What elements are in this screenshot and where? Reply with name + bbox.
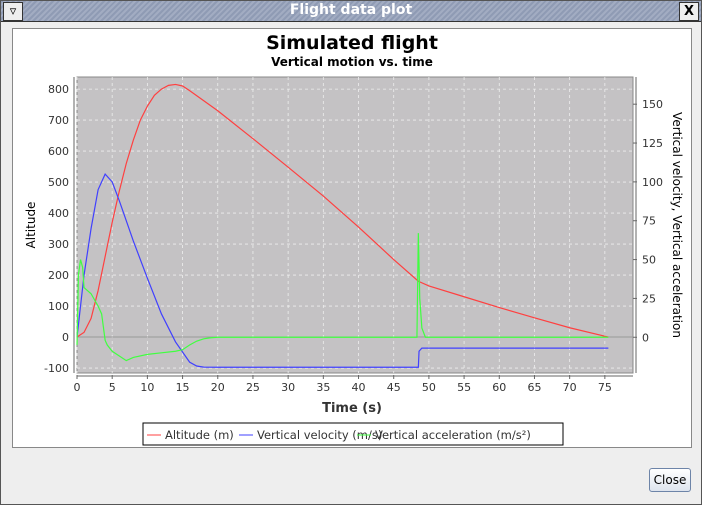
y-left-tick-label: 600 [48,145,69,158]
x-tick-label: 50 [422,381,436,394]
x-tick-label: 75 [598,381,612,394]
x-tick-label: 70 [563,381,577,394]
y-left-tick-label: 200 [48,269,69,282]
y-right-tick-label: 75 [642,215,656,228]
y-right-tick-label: 50 [642,254,656,267]
legend-label: Vertical velocity (m/s) [257,428,382,442]
y-right-tick-label: 125 [642,137,663,150]
y-right-tick-label: 25 [642,292,656,305]
y-left-tick-label: 0 [62,331,69,344]
y-left-tick-label: 800 [48,83,69,96]
close-button[interactable]: Close [649,468,691,492]
legend-label: Vertical acceleration (m/s²) [375,428,531,442]
chart-panel: Simulated flight Vertical motion vs. time… [12,28,692,448]
x-tick-label: 15 [176,381,190,394]
legend-label: Altitude (m) [165,428,234,442]
x-tick-label: 40 [352,381,366,394]
y-right-axis-label: Vertical velocity, Vertical acceleration [670,112,684,338]
x-tick-label: 25 [246,381,260,394]
y-right-tick-label: 100 [642,176,663,189]
x-tick-label: 30 [281,381,295,394]
x-tick-label: 60 [492,381,506,394]
series-line-0 [76,83,609,338]
x-tick-label: 10 [140,381,154,394]
close-icon[interactable]: X [679,2,699,21]
chart-title: Simulated flight [266,32,438,54]
legend-box [142,422,564,446]
plot-area [76,76,634,374]
window-menu-icon[interactable]: ▿ [3,2,23,21]
x-tick-label: 65 [527,381,541,394]
title-bar[interactable]: ▿ Flight data plot X [1,1,701,22]
y-left-tick-label: 400 [48,207,69,220]
x-tick-label: 20 [211,381,225,394]
y-left-tick-label: 700 [48,114,69,127]
series-line-1 [76,173,609,368]
y-left-tick-label: 300 [48,238,69,251]
y-left-tick-label: 500 [48,176,69,189]
y-right-tick-label: 150 [642,98,663,111]
x-axis-label: Time (s) [322,401,382,416]
y-left-tick-label: 100 [48,300,69,313]
window-title: Flight data plot [289,2,413,18]
chart-subtitle: Vertical motion vs. time [271,55,433,69]
x-tick-label: 55 [457,381,471,394]
x-tick-label: 45 [387,381,401,394]
series-line-2 [76,233,609,362]
y-right-tick-label: 0 [642,331,649,344]
x-tick-label: 35 [316,381,330,394]
y-left-axis-label: Altitude [24,202,38,249]
x-tick-label: 0 [74,381,81,394]
x-tick-label: 5 [109,381,116,394]
y-left-tick-label: -100 [44,362,69,375]
